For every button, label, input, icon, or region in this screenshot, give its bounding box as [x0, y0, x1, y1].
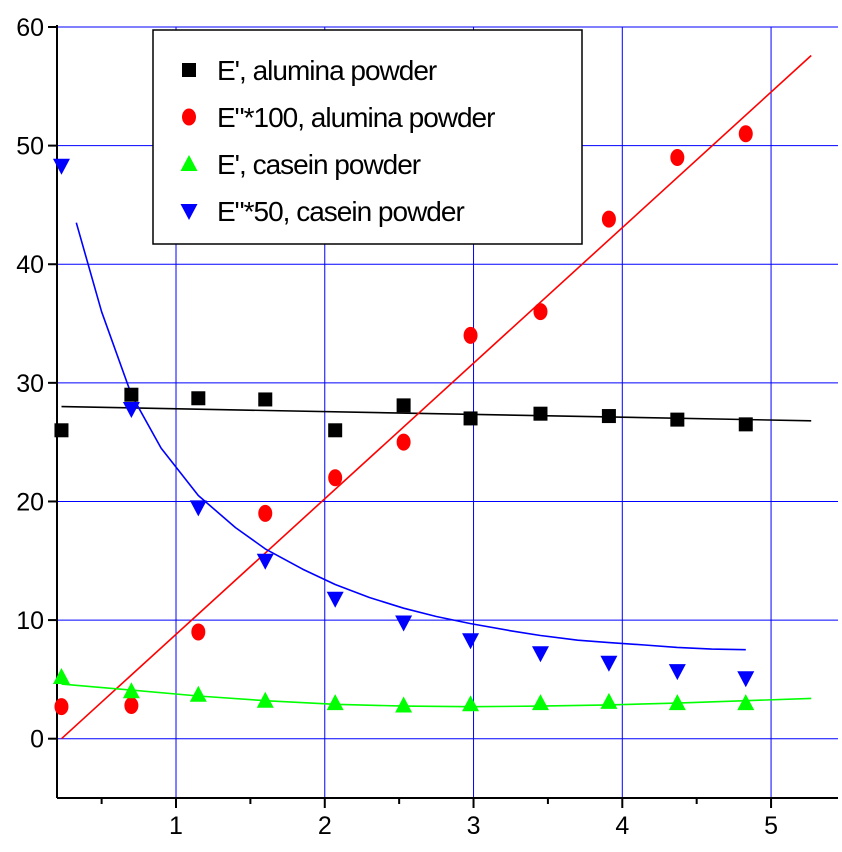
- x-tick-label: 5: [764, 812, 778, 840]
- data-point-series-3: [668, 694, 686, 711]
- data-point-series-1: [191, 391, 206, 406]
- legend-marker-series-4: [180, 204, 198, 220]
- data-point-series-3: [256, 691, 274, 708]
- data-point-series-4: [600, 655, 618, 672]
- data-point-series-3: [122, 682, 140, 699]
- data-point-series-4: [52, 158, 70, 175]
- data-point-series-1: [328, 423, 343, 438]
- data-point-series-2: [396, 433, 411, 451]
- y-tick-label: 60: [16, 14, 44, 42]
- data-point-series-1: [258, 392, 273, 407]
- data-point-series-2: [328, 469, 343, 487]
- data-point-series-3: [395, 696, 413, 713]
- data-point-series-4: [256, 553, 274, 570]
- data-point-series-2: [670, 148, 685, 166]
- data-point-series-1: [533, 406, 548, 421]
- data-point-series-1: [463, 411, 478, 426]
- fit-line-series-3: [61, 683, 812, 708]
- data-point-series-3: [462, 695, 480, 712]
- axes: 0 10 20 30 40 50 60 1 2 3 4 5: [16, 14, 838, 840]
- data-point-series-2: [601, 210, 616, 228]
- data-point-series-3: [600, 692, 618, 709]
- data-point-series-1: [601, 409, 616, 424]
- y-tick-label: 30: [16, 370, 44, 398]
- x-tick-label: 1: [169, 812, 183, 840]
- y-tick-label: 10: [16, 607, 44, 635]
- data-point-series-4: [326, 591, 344, 608]
- data-point-series-4: [122, 401, 140, 418]
- legend-marker-series-3: [180, 155, 198, 171]
- data-point-series-3: [737, 694, 755, 711]
- data-point-series-4: [531, 646, 549, 663]
- data-point-series-1: [54, 423, 69, 438]
- data-point-series-3: [189, 685, 207, 702]
- data-point-series-2: [533, 303, 548, 321]
- data-point-series-3: [531, 694, 549, 711]
- data-point-series-1: [738, 417, 753, 432]
- data-point-series-4: [668, 664, 686, 681]
- data-point-series-3: [326, 694, 344, 711]
- data-point-series-4: [737, 671, 755, 688]
- data-point-series-2: [191, 623, 206, 641]
- data-point-series-2: [258, 504, 273, 522]
- legend: E', alumina powder E"*100, alumina powder…: [152, 29, 583, 245]
- y-tick-label: 50: [16, 133, 44, 161]
- legend-marker-series-1: [182, 63, 196, 77]
- data-point-series-2: [738, 125, 753, 143]
- x-tick-label: 2: [318, 812, 332, 840]
- x-tick-label: 3: [467, 812, 481, 840]
- data-point-series-4: [189, 500, 207, 517]
- legend-marker-series-2: [182, 108, 196, 126]
- fit-line-series-2: [60, 54, 812, 740]
- data-point-series-2: [463, 326, 478, 344]
- y-tick-label: 20: [16, 488, 44, 516]
- fit-line-series-4: [75, 222, 746, 651]
- legend-label-series-2: E"*100, alumina powder: [217, 102, 495, 133]
- data-point-series-4: [462, 633, 480, 650]
- data-point-series-1: [670, 412, 685, 427]
- y-tick-label: 40: [16, 251, 44, 279]
- legend-label-series-1: E', alumina powder: [217, 55, 437, 86]
- fit-line-series-1: [61, 405, 812, 422]
- fit-lines: [60, 54, 812, 740]
- data-point-series-4: [395, 615, 413, 632]
- data-point-series-2: [54, 698, 69, 716]
- legend-label-series-4: E"*50, casein powder: [217, 196, 464, 227]
- x-tick-label: 4: [615, 812, 629, 840]
- y-tick-label: 0: [30, 726, 44, 754]
- data-points: [52, 125, 755, 716]
- data-point-series-3: [52, 668, 70, 685]
- data-point-series-1: [396, 398, 411, 413]
- legend-label-series-3: E', casein powder: [217, 149, 421, 180]
- legend-box: [152, 29, 583, 245]
- data-point-series-2: [124, 696, 139, 714]
- data-point-series-1: [124, 387, 139, 402]
